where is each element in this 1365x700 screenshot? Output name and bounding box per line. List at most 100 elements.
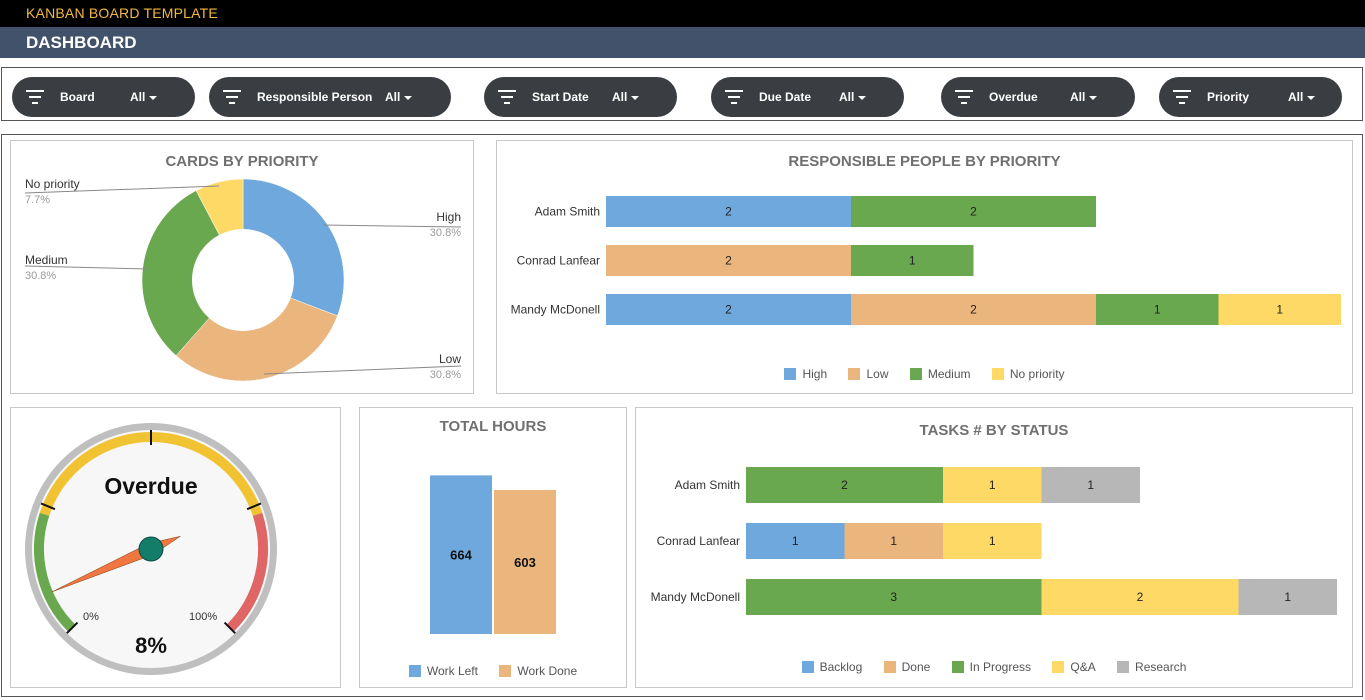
- filter-icon: [26, 90, 44, 104]
- leader-line-no-priority: [24, 185, 220, 194]
- bar-mandy-mcdonell-research: [1238, 579, 1337, 615]
- bar-conrad-lanfear-low: [606, 245, 851, 276]
- data-label-mandy-mcdonell-no-priority: 1: [1276, 303, 1283, 317]
- filter-label: Overdue: [989, 90, 1038, 104]
- bar-conrad-lanfear-done: [844, 523, 943, 559]
- filter-label: Board: [60, 90, 95, 104]
- gauge-hub: [138, 536, 164, 562]
- pie-leader-lines: [24, 185, 462, 375]
- category-label-adam-smith: Adam Smith: [535, 205, 600, 219]
- filter-label: Start Date: [532, 90, 589, 104]
- filter-board[interactable]: Board All: [12, 77, 195, 117]
- bar-conrad-lanfear-backlog: [746, 523, 845, 559]
- data-label-adam-smith-medium: 2: [970, 205, 977, 219]
- bar-conrad-lanfear-medium: [851, 245, 974, 276]
- pie-label-high: High: [436, 210, 461, 224]
- filter-value-dropdown[interactable]: All: [130, 90, 158, 104]
- gauge-tick-4: [223, 621, 236, 634]
- pie-pct-medium: 30.8%: [25, 270, 56, 282]
- pie-label-medium: Medium: [25, 253, 68, 267]
- filter-label: Due Date: [759, 90, 812, 104]
- filter-value-dropdown[interactable]: All: [612, 90, 640, 104]
- legend-item-backlog: Backlog: [801, 660, 862, 674]
- data-label-conrad-lanfear-medium: 1: [909, 254, 916, 268]
- legend-swatch: [1117, 661, 1130, 673]
- total-hours-chart: 664 603: [430, 475, 556, 634]
- pie-label-no-priority: No priority: [25, 177, 80, 191]
- filter-icon: [498, 90, 516, 104]
- legend-swatch: [408, 665, 421, 677]
- pie-label-low: Low: [439, 352, 461, 366]
- overdue-gauge-panel: Overdue 0% 100% 8%: [10, 407, 341, 688]
- data-label-mandy-mcdonell-research: 1: [1284, 590, 1291, 604]
- responsible-people-panel: RESPONSIBLE PEOPLE BY PRIORITY Adam Smit…: [496, 140, 1353, 394]
- bar-mandy-mcdonell-in-progress: [746, 579, 1042, 615]
- bar-mandy-mcdonell-no-priority: [1218, 294, 1341, 325]
- filter-responsible-person[interactable]: Responsible Person All: [209, 77, 451, 117]
- filter-icon: [955, 90, 973, 104]
- cards-by-priority-chart: High 30.8% Low 30.8% Medium 30.8% No pri…: [24, 177, 462, 382]
- legend-item-medium: Medium: [909, 367, 971, 381]
- filter-overdue[interactable]: Overdue All: [941, 77, 1135, 117]
- data-label-mandy-mcdonell-q-a: 2: [1137, 590, 1144, 604]
- caret-down-icon: [1089, 95, 1098, 100]
- caret-down-icon: [858, 95, 867, 100]
- legend-swatch: [784, 368, 797, 380]
- pie-pct-low: 30.8%: [430, 369, 461, 381]
- legend-swatch: [951, 661, 964, 673]
- gauge-tick-3: [246, 502, 262, 511]
- donut-hole: [192, 229, 294, 331]
- leader-line-medium: [24, 265, 149, 270]
- filter-value-dropdown[interactable]: All: [1070, 90, 1098, 104]
- bar-adam-smith-in-progress: [746, 467, 943, 503]
- category-label-conrad-lanfear: Conrad Lanfear: [517, 254, 600, 268]
- cards-by-priority-title: CARDS BY PRIORITY: [165, 153, 319, 170]
- data-label-adam-smith-research: 1: [1087, 478, 1094, 492]
- category-label-adam-smith: Adam Smith: [675, 478, 740, 492]
- data-label-adam-smith-in-progress: 2: [841, 478, 848, 492]
- leader-line-low: [263, 365, 462, 375]
- responsible-people-title: RESPONSIBLE PEOPLE BY PRIORITY: [788, 153, 1061, 170]
- cards-by-priority-panel: CARDS BY PRIORITY High 30.8% Low 30.8% M…: [10, 140, 474, 394]
- bar-mandy-mcdonell-q-a: [1041, 579, 1239, 615]
- total-hours-legend: Work Left Work Done: [360, 664, 626, 678]
- filter-value-dropdown[interactable]: All: [385, 90, 413, 104]
- filter-value-dropdown[interactable]: All: [1288, 90, 1316, 104]
- caret-down-icon: [149, 95, 158, 100]
- total-hours-panel: TOTAL HOURS 664 603 Work Left Work Done: [359, 407, 627, 688]
- category-label-conrad-lanfear: Conrad Lanfear: [657, 534, 740, 548]
- gauge-min-label: 0%: [83, 611, 99, 623]
- filter-icon: [223, 90, 241, 104]
- tasks-by-status-legend: Backlog Done In Progress Q&A Research: [636, 660, 1352, 674]
- filter-priority[interactable]: Priority All: [1159, 77, 1342, 117]
- pie-pct-high: 30.8%: [430, 227, 461, 239]
- legend-item-in-progress: In Progress: [951, 660, 1031, 674]
- pie-slice-low: [175, 279, 338, 382]
- legend-item-research: Research: [1117, 660, 1186, 674]
- legend-item-no-priority: No priority: [991, 367, 1065, 381]
- gauge-tick-0: [66, 621, 79, 634]
- data-label-conrad-lanfear-low: 2: [725, 254, 732, 268]
- legend-item-qa: Q&A: [1052, 660, 1096, 674]
- filter-start-date[interactable]: Start Date All: [484, 77, 677, 117]
- caret-down-icon: [1307, 95, 1316, 100]
- filter-label: Responsible Person: [257, 90, 373, 104]
- data-label-mandy-mcdonell-high: 2: [725, 303, 732, 317]
- legend-swatch: [1052, 661, 1065, 673]
- legend-item-work-done: Work Done: [499, 664, 577, 678]
- leader-line-high: [322, 224, 462, 228]
- bar-adam-smith-high: [606, 196, 851, 227]
- legend-swatch: [909, 368, 922, 380]
- legend-swatch: [499, 665, 512, 677]
- bar-adam-smith-q-a: [943, 467, 1042, 503]
- bar-mandy-mcdonell-medium: [1096, 294, 1219, 325]
- bar-mandy-mcdonell-high: [606, 294, 851, 325]
- filter-due-date[interactable]: Due Date All: [711, 77, 904, 117]
- legend-swatch: [991, 368, 1004, 380]
- filter-bar: Board All Responsible Person All Start D…: [1, 67, 1363, 121]
- bar-mandy-mcdonell-low: [851, 294, 1096, 325]
- filter-value-dropdown[interactable]: All: [839, 90, 867, 104]
- overdue-gauge: Overdue 0% 100% 8%: [25, 423, 277, 675]
- legend-swatch: [883, 661, 896, 673]
- tasks-by-status-title: TASKS # BY STATUS: [919, 422, 1069, 439]
